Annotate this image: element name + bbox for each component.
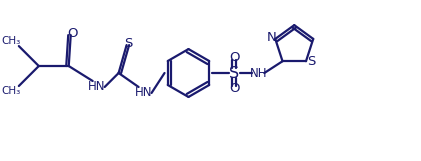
- Text: CH₃: CH₃: [1, 86, 21, 96]
- Text: O: O: [229, 82, 240, 95]
- Text: HN: HN: [135, 86, 152, 99]
- Text: S: S: [229, 66, 240, 80]
- Text: CH₃: CH₃: [1, 36, 21, 46]
- Text: S: S: [125, 37, 133, 50]
- Text: O: O: [229, 51, 240, 64]
- Text: NH: NH: [250, 66, 267, 80]
- Text: HN: HN: [88, 80, 105, 94]
- Text: N: N: [266, 31, 276, 44]
- Text: O: O: [67, 27, 78, 40]
- Text: S: S: [307, 55, 315, 68]
